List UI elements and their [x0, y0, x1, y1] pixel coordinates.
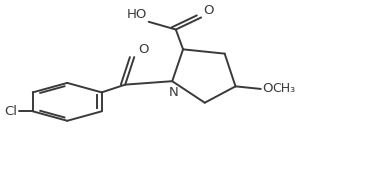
Text: Cl: Cl: [4, 105, 17, 118]
Text: N: N: [169, 86, 179, 99]
Text: O: O: [203, 4, 214, 17]
Text: HO: HO: [127, 8, 147, 21]
Text: O: O: [138, 43, 148, 56]
Text: CH₃: CH₃: [272, 83, 295, 95]
Text: O: O: [262, 83, 272, 95]
